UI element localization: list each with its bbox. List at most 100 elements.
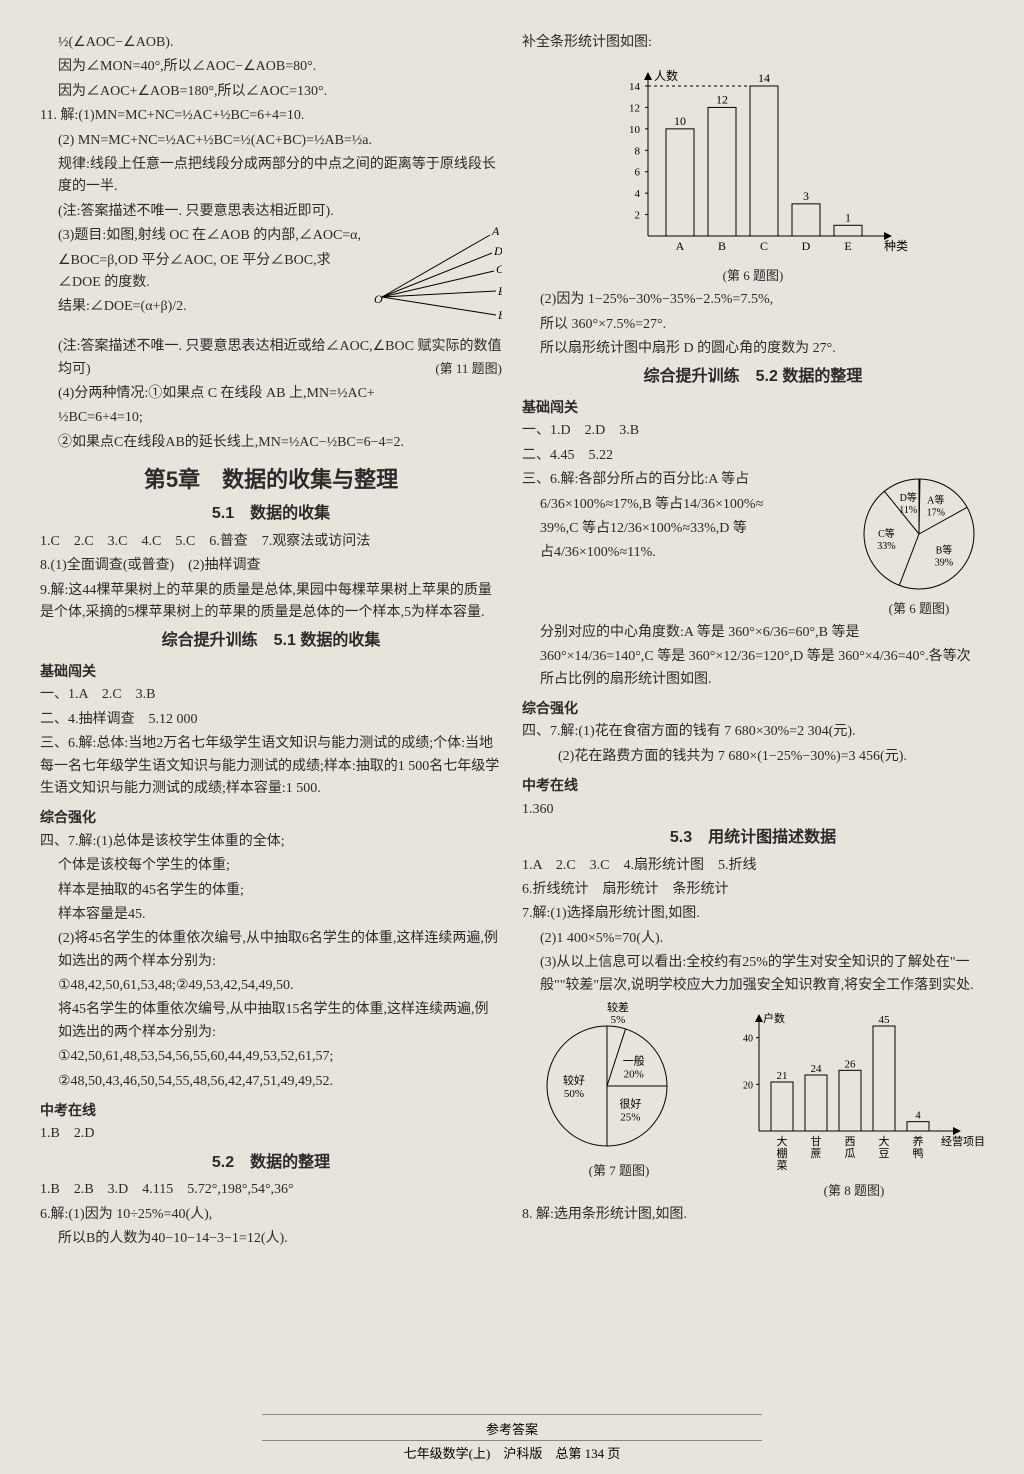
svg-text:2: 2 <box>635 210 641 222</box>
svg-text:5%: 5% <box>611 1014 626 1026</box>
svg-text:17%: 17% <box>927 508 945 519</box>
answer-line: 二、4.45 5.22 <box>522 445 984 467</box>
svg-text:1: 1 <box>845 211 851 225</box>
chapter-heading: 第5章 数据的收集与整理 <box>40 462 502 497</box>
svg-text:4: 4 <box>915 1110 921 1122</box>
svg-text:户数: 户数 <box>763 1011 785 1025</box>
svg-text:12: 12 <box>716 93 728 107</box>
answer-line: 360°×14/36=140°,C 等是 360°×12/36=120°,D 等… <box>522 646 984 691</box>
text-line: 11. 解:(1)MN=MC+NC=½AC+½BC=6+4=10. <box>40 105 502 127</box>
answer-line: 8. 解:选用条形统计图,如图. <box>522 1204 984 1226</box>
svg-text:西: 西 <box>845 1136 856 1148</box>
fig-caption: (第 7 题图) <box>522 1161 716 1182</box>
text-line: ½BC=6+4=10; <box>40 407 502 429</box>
footer-info: 七年级数学(上) 沪科版 总第 134 页 <box>262 1440 762 1462</box>
section-heading: 5.1 数据的收集 <box>40 501 502 527</box>
svg-text:棚: 棚 <box>777 1146 788 1160</box>
answer-line: 二、4.抽样调查 5.12 000 <box>40 709 502 731</box>
bar-chart-q6: 人数种类246810121410A12B14C3D1E <box>522 56 984 266</box>
svg-text:D: D <box>493 244 502 258</box>
svg-text:很好: 很好 <box>619 1096 641 1110</box>
page-footer: 参考答案 七年级数学(上) 沪科版 总第 134 页 <box>262 1414 762 1462</box>
svg-text:12: 12 <box>629 103 640 115</box>
text-line: (注:答案描述不唯一. 只要意思表达相近或给∠AOC,∠BOC 赋实际的数值均可… <box>40 336 502 381</box>
answer-line: ②48,50,43,46,50,54,55,48,56,42,47,51,49,… <box>40 1071 502 1093</box>
answer-line: 6.解:(1)因为 10÷25%=40(人), <box>40 1204 502 1226</box>
svg-text:瓜: 瓜 <box>845 1148 856 1160</box>
answer-line: 四、7.解:(1)花在食宿方面的钱有 7 680×30%=2 304(元). <box>522 721 984 743</box>
answer-line: 分别对应的中心角度数:A 等是 360°×6/36=60°,B 等是 <box>522 622 984 644</box>
answer-line: 1.360 <box>522 799 984 821</box>
fig-caption: (第 6 题图) <box>854 599 984 620</box>
svg-text:26: 26 <box>845 1058 857 1070</box>
svg-text:B: B <box>718 239 726 253</box>
fig-caption: (第 11 题图) <box>435 359 502 380</box>
svg-text:21: 21 <box>777 1070 788 1082</box>
svg-text:A等: A等 <box>927 494 944 507</box>
text-line: 规律:线段上任意一点把线段分成两部分的中点之间的距离等于原线段长度的一半. <box>40 154 502 199</box>
answer-line: 8.(1)全面调查(或普查) (2)抽样调查 <box>40 555 502 577</box>
answer-line: 1.B 2.D <box>40 1123 502 1145</box>
group-heading: 基础闯关 <box>522 396 984 418</box>
svg-text:E: E <box>844 239 851 253</box>
svg-text:人数: 人数 <box>654 68 678 83</box>
text-line: 所以扇形统计图中扇形 D 的圆心角的度数为 27°. <box>522 338 984 360</box>
svg-text:6: 6 <box>635 167 641 179</box>
svg-text:39%: 39% <box>935 558 953 569</box>
svg-text:C: C <box>496 262 502 276</box>
group-heading: 中考在线 <box>522 774 984 796</box>
pie-chart-q6: A等17%B等39%C等33%D等11% (第 6 题图) <box>854 469 984 620</box>
svg-text:较好: 较好 <box>563 1073 585 1087</box>
group-heading: 综合强化 <box>522 697 984 719</box>
answer-line: 三、6.解:总体:当地2万名七年级学生语文知识与能力测试的成绩;个体:当地每一名… <box>40 733 502 800</box>
svg-text:24: 24 <box>811 1063 823 1075</box>
svg-text:11%: 11% <box>899 505 917 516</box>
text-line: 因为∠AOC+∠AOB=180°,所以∠AOC=130°. <box>40 81 502 103</box>
svg-text:种类: 种类 <box>884 239 908 253</box>
svg-text:养: 养 <box>913 1134 924 1148</box>
svg-text:蔗: 蔗 <box>811 1147 822 1160</box>
text-line: 补全条形统计图如图: <box>522 32 984 54</box>
svg-text:D等: D等 <box>900 491 917 504</box>
answer-line: 7.解:(1)选择扇形统计图,如图. <box>522 903 984 925</box>
svg-text:大: 大 <box>879 1134 890 1148</box>
left-column: ½(∠AOC−∠AOB). 因为∠MON=40°,所以∠AOC−∠AOB=80°… <box>40 30 502 1253</box>
svg-text:较差: 较差 <box>607 1001 629 1014</box>
svg-text:A: A <box>491 225 500 238</box>
answer-line: 6.折线统计 扇形统计 条形统计 <box>522 879 984 901</box>
svg-text:40: 40 <box>743 1034 753 1045</box>
answer-line: (2)1 400×5%=70(人). <box>522 928 984 950</box>
svg-text:10: 10 <box>674 114 686 128</box>
subsection-heading: 综合提升训练 5.2 数据的整理 <box>522 364 984 390</box>
right-column: 补全条形统计图如图: 人数种类246810121410A12B14C3D1E (… <box>522 30 984 1253</box>
svg-text:鸭: 鸭 <box>913 1147 924 1160</box>
answer-line: 一、1.A 2.C 3.B <box>40 684 502 706</box>
svg-text:33%: 33% <box>877 541 895 552</box>
text-line: (2) MN=MC+NC=½AC+½BC=½(AC+BC)=½AB=½a. <box>40 130 502 152</box>
answer-line: 四、7.解:(1)总体是该校学生体重的全体; <box>40 831 502 853</box>
answer-line: 个体是该校每个学生的体重; <box>40 855 502 877</box>
text-line: 所以 360°×7.5%=27°. <box>522 314 984 336</box>
svg-text:C: C <box>760 239 768 253</box>
answer-line: 9.解:这44棵苹果树上的苹果的质量是总体,果园中每棵苹果树上苹果的质量是个体,… <box>40 580 502 625</box>
text-line: (4)分两种情况:①如果点 C 在线段 AB 上,MN=½AC+ <box>40 383 502 405</box>
section-heading: 5.2 数据的整理 <box>40 1150 502 1176</box>
fig-caption: (第 8 题图) <box>724 1181 984 1202</box>
svg-text:3: 3 <box>803 189 809 203</box>
svg-text:A: A <box>676 239 685 253</box>
group-heading: 综合强化 <box>40 806 502 828</box>
svg-text:50%: 50% <box>564 1088 584 1100</box>
footer-title: 参考答案 <box>262 1419 762 1438</box>
svg-text:一般: 一般 <box>623 1055 645 1068</box>
svg-text:大: 大 <box>777 1134 788 1148</box>
answer-line: ①48,42,50,61,53,48;②49,53,42,54,49,50. <box>40 975 502 997</box>
svg-text:O: O <box>374 292 383 306</box>
answer-line: (2)将45名学生的体重依次编号,从中抽取6名学生的体重,这样连续两遍,例如选出… <box>40 928 502 973</box>
svg-text:经营项目: 经营项目 <box>941 1134 984 1148</box>
answer-line: 将45名学生的体重依次编号,从中抽取15名学生的体重,这样连续两遍,例如选出的两… <box>40 999 502 1044</box>
answer-line: 样本容量是45. <box>40 904 502 926</box>
group-heading: 基础闯关 <box>40 660 502 682</box>
svg-text:B: B <box>498 308 502 322</box>
svg-text:14: 14 <box>629 81 641 93</box>
subsection-heading: 综合提升训练 5.1 数据的收集 <box>40 628 502 654</box>
